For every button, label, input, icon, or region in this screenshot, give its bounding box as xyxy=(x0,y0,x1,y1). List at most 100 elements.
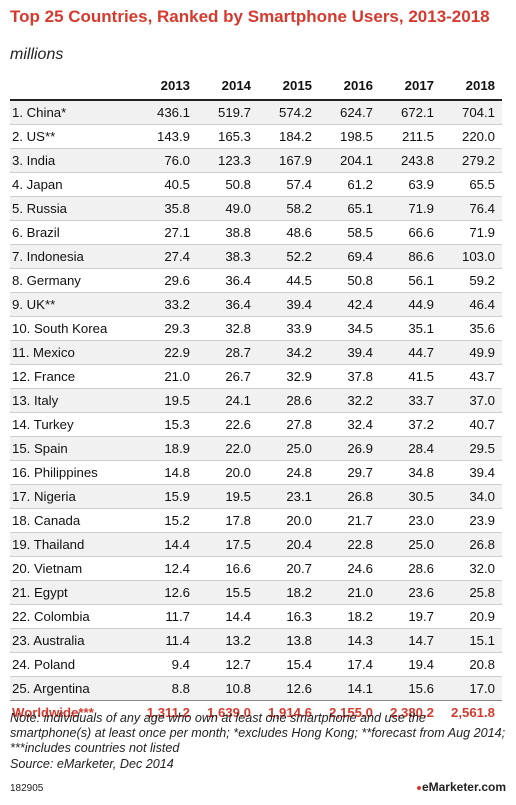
table-row: 16. Philippines 14.8 20.0 24.8 29.7 34.8 39.4 xyxy=(10,460,502,485)
cell-value: 19.4 xyxy=(408,657,434,672)
cell-value: 42.4 xyxy=(347,297,373,312)
worldwide-value: 1,914.6 xyxy=(258,700,319,725)
worldwide-row: Worldwide*** 1,311.2 1,639.0 1,914.6 2,1… xyxy=(10,700,502,725)
table-row: 22. Colombia 11.7 14.4 16.3 18.2 19.7 20.9 xyxy=(10,604,502,629)
cell-value: 20.8 xyxy=(469,657,495,672)
cell-value: 37.0 xyxy=(469,393,495,408)
table-row: 25. Argentina 8.8 10.8 12.6 14.1 15.6 17.0 xyxy=(10,676,502,701)
cell-value: 35.8 xyxy=(164,201,190,216)
table-row: 6. Brazil 27.1 38.8 48.6 58.5 66.6 71.9 xyxy=(10,220,502,245)
country-label: 15. Spain xyxy=(12,441,68,456)
cell-value: 13.2 xyxy=(225,633,251,648)
worldwide-value: 1,639.0 xyxy=(197,700,258,725)
table-row: 3. India 76.0 123.3 167.9 204.1 243.8 279.2 xyxy=(10,148,502,173)
cell-value: 167.9 xyxy=(278,153,312,168)
cell-value: 279.2 xyxy=(461,153,495,168)
country-label: 9. UK** xyxy=(12,297,56,312)
header-year: 2015 xyxy=(258,72,319,101)
cell-value: 86.6 xyxy=(408,249,434,264)
cell-value: 26.8 xyxy=(347,489,373,504)
table-body: 1. China* 436.1 519.7 574.2 624.7 672.1 704.1 2… xyxy=(10,100,502,701)
cell-value: 32.4 xyxy=(347,417,373,432)
cell-value: 23.9 xyxy=(469,513,495,528)
cell-value: 21.7 xyxy=(347,513,373,528)
cell-value: 22.0 xyxy=(225,441,251,456)
cell-value: 71.9 xyxy=(408,201,434,216)
cell-value: 50.8 xyxy=(225,177,251,192)
country-label: 8. Germany xyxy=(12,273,81,288)
cell-value: 37.2 xyxy=(408,417,434,432)
cell-value: 19.5 xyxy=(164,393,190,408)
cell-value: 27.1 xyxy=(164,225,190,240)
table-row: 11. Mexico 22.9 28.7 34.2 39.4 44.7 49.9 xyxy=(10,340,502,365)
cell-value: 39.4 xyxy=(286,297,312,312)
cell-value: 41.5 xyxy=(408,369,434,384)
table-row: 19. Thailand 14.4 17.5 20.4 22.8 25.0 26.8 xyxy=(10,532,502,557)
cell-value: 58.5 xyxy=(347,225,373,240)
cell-value: 49.9 xyxy=(469,345,495,360)
cell-value: 12.7 xyxy=(225,657,251,672)
cell-value: 36.4 xyxy=(225,273,251,288)
cell-value: 32.0 xyxy=(469,561,495,576)
cell-value: 672.1 xyxy=(400,105,434,120)
country-label: 4. Japan xyxy=(12,177,63,192)
cell-value: 61.2 xyxy=(347,177,373,192)
cell-value: 22.8 xyxy=(347,537,373,552)
cell-value: 26.9 xyxy=(347,441,373,456)
cell-value: 24.6 xyxy=(347,561,373,576)
table-row: 23. Australia 11.4 13.2 13.8 14.3 14.7 15.1 xyxy=(10,628,502,653)
chart-title: Top 25 Countries, Ranked by Smartphone U… xyxy=(10,7,490,26)
cell-value: 28.6 xyxy=(286,393,312,408)
table-row: 14. Turkey 15.3 22.6 27.8 32.4 37.2 40.7 xyxy=(10,412,502,437)
worldwide-value: 2,380.2 xyxy=(380,700,441,725)
cell-value: 29.3 xyxy=(164,321,190,336)
cell-value: 32.8 xyxy=(225,321,251,336)
cell-value: 29.7 xyxy=(347,465,373,480)
cell-value: 519.7 xyxy=(217,105,251,120)
cell-value: 123.3 xyxy=(217,153,251,168)
country-label: 7. Indonesia xyxy=(12,249,84,264)
cell-value: 59.2 xyxy=(469,273,495,288)
cell-value: 58.2 xyxy=(286,201,312,216)
cell-value: 8.8 xyxy=(171,681,190,696)
cell-value: 19.7 xyxy=(408,609,434,624)
country-label: 5. Russia xyxy=(12,201,67,216)
country-label: 21. Egypt xyxy=(12,585,68,600)
table-row: 10. South Korea 29.3 32.8 33.9 34.5 35.1 35.6 xyxy=(10,316,502,341)
cell-value: 35.6 xyxy=(469,321,495,336)
table-row: 4. Japan 40.5 50.8 57.4 61.2 63.9 65.5 xyxy=(10,172,502,197)
cell-value: 37.8 xyxy=(347,369,373,384)
country-label: 25. Argentina xyxy=(12,681,90,696)
cell-value: 184.2 xyxy=(278,129,312,144)
cell-value: 32.9 xyxy=(286,369,312,384)
worldwide-value: 1,311.2 xyxy=(136,700,197,725)
cell-value: 32.2 xyxy=(347,393,373,408)
cell-value: 24.8 xyxy=(286,465,312,480)
cell-value: 16.6 xyxy=(225,561,251,576)
cell-value: 21.0 xyxy=(164,369,190,384)
cell-value: 17.5 xyxy=(225,537,251,552)
country-label: 6. Brazil xyxy=(12,225,60,240)
table-row: 5. Russia 35.8 49.0 58.2 65.1 71.9 76.4 xyxy=(10,196,502,221)
cell-value: 15.3 xyxy=(164,417,190,432)
country-label: 3. India xyxy=(12,153,56,168)
cell-value: 243.8 xyxy=(400,153,434,168)
brand-logo: eMarketer.com xyxy=(416,780,506,794)
cell-value: 39.4 xyxy=(469,465,495,480)
cell-value: 20.7 xyxy=(286,561,312,576)
cell-value: 18.2 xyxy=(286,585,312,600)
cell-value: 50.8 xyxy=(347,273,373,288)
country-label: 18. Canada xyxy=(12,513,81,528)
cell-value: 25.8 xyxy=(469,585,495,600)
cell-value: 18.9 xyxy=(164,441,190,456)
country-label: 20. Vietnam xyxy=(12,561,83,576)
cell-value: 15.9 xyxy=(164,489,190,504)
cell-value: 44.9 xyxy=(408,297,434,312)
cell-value: 165.3 xyxy=(217,129,251,144)
cell-value: 36.4 xyxy=(225,297,251,312)
cell-value: 20.0 xyxy=(286,513,312,528)
header-year: 2016 xyxy=(319,72,380,101)
cell-value: 436.1 xyxy=(156,105,190,120)
chart-subtitle: millions xyxy=(10,46,64,63)
